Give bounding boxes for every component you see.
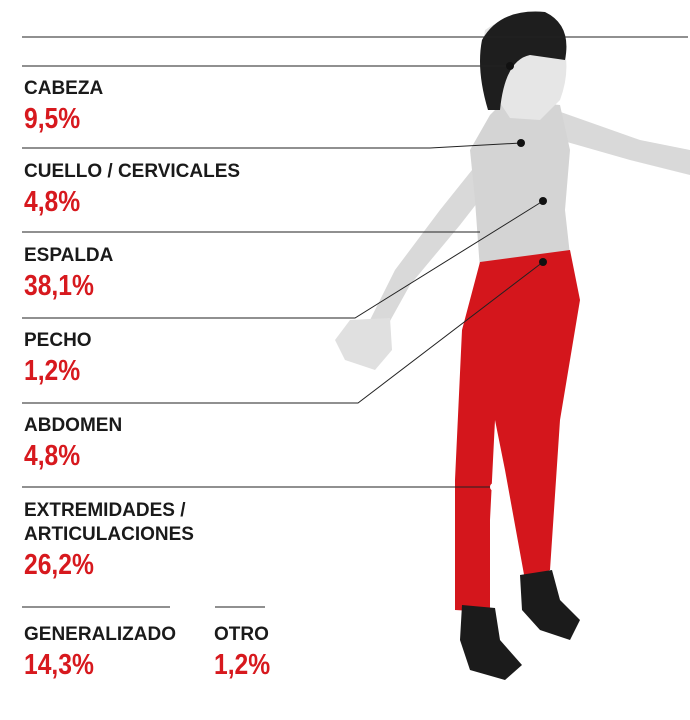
dot xyxy=(517,139,525,147)
item-value: 14,3% xyxy=(24,648,94,680)
item-label: ARTICULACIONES xyxy=(24,524,194,545)
left-arm xyxy=(370,160,495,330)
boot xyxy=(520,570,580,640)
dot xyxy=(506,62,514,70)
item-value: 1,2% xyxy=(214,648,270,680)
item-value: 26,2% xyxy=(24,548,94,580)
item-value: 4,8% xyxy=(24,185,80,217)
item-value: 1,2% xyxy=(24,354,80,386)
hair xyxy=(480,11,567,110)
item-label: ESPALDA xyxy=(24,245,114,266)
dot xyxy=(539,258,547,266)
figure xyxy=(335,11,690,680)
hand xyxy=(335,318,392,370)
item-label: PECHO xyxy=(24,330,92,351)
right-arm xyxy=(555,110,690,175)
dot xyxy=(490,483,498,491)
item-value: 38,1% xyxy=(24,269,94,301)
labels: CABEZA 9,5% CUELLO / CERVICALES 4,8% ESPALDA… xyxy=(24,78,270,680)
leader-lines xyxy=(22,36,688,608)
pants xyxy=(455,250,580,612)
leader-line xyxy=(22,261,544,404)
boot xyxy=(460,605,522,680)
item-label: ABDOMEN xyxy=(24,415,122,436)
leader-line xyxy=(22,200,544,319)
item-label: CABEZA xyxy=(24,78,103,99)
torso xyxy=(470,100,570,270)
item-value: 4,8% xyxy=(24,439,80,471)
item-label: OTRO xyxy=(214,624,269,645)
item-label: GENERALIZADO xyxy=(24,624,176,645)
dot xyxy=(539,197,547,205)
item-value: 9,5% xyxy=(24,102,80,134)
item-label: EXTREMIDADES / xyxy=(24,500,186,521)
leader-line xyxy=(22,142,522,149)
item-label: CUELLO / CERVICALES xyxy=(24,161,240,182)
